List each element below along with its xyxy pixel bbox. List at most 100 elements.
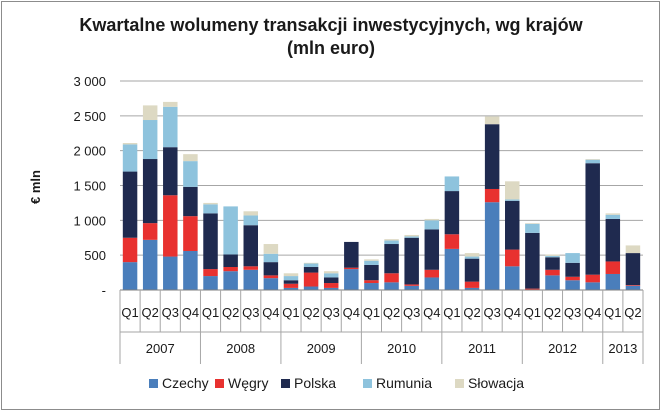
bar-polska-6 — [243, 225, 258, 267]
bar-słowacja-19 — [505, 181, 520, 200]
bar-węgry-17 — [464, 281, 480, 288]
bar-węgry-0 — [122, 237, 138, 263]
bar-czechy-24 — [605, 273, 621, 290]
bar-polska-4 — [203, 213, 218, 270]
year-label: 2011 — [468, 341, 496, 356]
x-tick-label: Q2 — [624, 305, 641, 320]
bar-rumunia-5 — [223, 206, 238, 255]
bar-węgry-6 — [243, 266, 258, 270]
bar-rumunia-4 — [203, 204, 218, 214]
bar-rumunia-1 — [142, 120, 158, 160]
x-tick-label: Q4 — [262, 305, 279, 320]
bar-rumunia-12 — [364, 260, 379, 265]
x-axis: Q1 Q2 Q3 Q4 Q1 Q2 Q3 Q4 Q1 Q2 Q3 Q4 Q1 Q2 Q3 Q4 Q1 Q2 Q3 Q4… — [119, 289, 644, 364]
bar-polska-0 — [122, 171, 138, 238]
bar-węgry-20 — [525, 288, 540, 290]
y-tick-label: 1 500 — [73, 179, 106, 194]
bar-polska-19 — [505, 200, 520, 250]
bar-węgry-24 — [605, 261, 621, 274]
bar-rumunia-2 — [163, 106, 178, 148]
bar-rumunia-23 — [585, 159, 600, 164]
bar-polska-21 — [545, 257, 560, 270]
legend-swatch-węgry — [215, 379, 224, 388]
legend: Czechy Węgry Polska Rumunia Słowacja — [149, 375, 524, 391]
bar-węgry-8 — [283, 283, 299, 288]
x-tick-label: Q2 — [463, 305, 480, 320]
bar-rumunia-22 — [565, 253, 580, 263]
y-tick-label: 2 000 — [73, 144, 106, 159]
bar-polska-9 — [303, 267, 319, 273]
x-tick-label: Q4 — [182, 305, 199, 320]
bar-rumunia-17 — [464, 256, 480, 259]
y-tick-label: 500 — [84, 248, 106, 263]
bar-rumunia-9 — [303, 263, 319, 268]
bar-czechy-2 — [163, 256, 178, 290]
bar-czechy-4 — [203, 276, 218, 290]
bar-czechy-10 — [323, 287, 339, 290]
x-tick-label: Q3 — [483, 305, 500, 320]
bar-polska-15 — [424, 229, 440, 270]
bar-słowacja-12 — [364, 259, 379, 261]
bar-rumunia-21 — [545, 255, 560, 258]
bar-polska-24 — [605, 218, 621, 262]
bar-słowacja-6 — [243, 211, 258, 216]
legend-swatch-słowacja — [455, 379, 464, 388]
year-label: 2007 — [146, 341, 175, 356]
bar-czechy-22 — [565, 280, 580, 290]
bar-słowacja-13 — [384, 239, 399, 241]
bar-węgry-18 — [484, 188, 500, 203]
bar-węgry-16 — [444, 234, 460, 249]
bar-słowacja-14 — [404, 234, 419, 237]
x-tick-label: Q2 — [142, 305, 159, 320]
bar-czechy-3 — [183, 250, 198, 290]
bar-węgry-5 — [223, 267, 238, 272]
bar-czechy-13 — [384, 282, 399, 290]
bar-słowacja-1 — [142, 105, 158, 121]
x-tick-label: Q2 — [222, 305, 239, 320]
x-tick-label: Q2 — [544, 305, 561, 320]
bar-polska-11 — [344, 241, 359, 268]
bar-słowacja-23 — [585, 159, 600, 160]
bar-węgry-14 — [404, 284, 419, 286]
x-tick-label: Q1 — [282, 305, 299, 320]
bar-czechy-8 — [283, 287, 299, 290]
bar-słowacja-18 — [484, 116, 500, 125]
bar-słowacja-9 — [303, 262, 319, 264]
bar-polska-12 — [364, 264, 379, 281]
x-tick-label: Q3 — [403, 305, 420, 320]
bar-rumunia-16 — [444, 176, 460, 192]
bar-rumunia-0 — [122, 144, 138, 172]
bar-polska-18 — [484, 124, 500, 189]
x-tick-label: Q1 — [121, 305, 138, 320]
bar-czechy-7 — [263, 278, 279, 290]
bar-słowacja-17 — [464, 253, 480, 257]
bar-polska-25 — [625, 253, 641, 286]
legend-label: Słowacja — [468, 375, 524, 391]
bar-czechy-18 — [484, 202, 500, 290]
bar-czechy-23 — [585, 282, 600, 290]
bar-czechy-19 — [505, 266, 520, 290]
bar-węgry-13 — [384, 273, 399, 283]
bar-rumunia-6 — [243, 215, 258, 226]
x-tick-label: Q4 — [343, 305, 360, 320]
bar-rumunia-19 — [505, 199, 520, 201]
bar-polska-2 — [163, 147, 178, 196]
bar-polska-3 — [183, 186, 198, 217]
bar-słowacja-24 — [605, 213, 621, 215]
bar-węgry-2 — [163, 195, 178, 257]
y-axis-label: € mln — [28, 170, 43, 204]
x-tick-label: Q3 — [162, 305, 179, 320]
legend-label: Czechy — [162, 375, 209, 391]
bar-polska-10 — [323, 277, 339, 284]
bar-słowacja-15 — [424, 218, 440, 221]
bar-rumunia-13 — [384, 240, 399, 245]
bar-polska-1 — [142, 159, 158, 224]
chart-title-line-1: Kwartalne wolumeny transakcji inwestycyj… — [79, 15, 583, 35]
legend-swatch-czechy — [149, 379, 158, 388]
bar-polska-5 — [223, 254, 238, 268]
x-tick-label: Q4 — [584, 305, 601, 320]
bar-czechy-15 — [424, 277, 440, 290]
bar-polska-23 — [585, 163, 600, 275]
bar-słowacja-7 — [263, 244, 279, 254]
y-tick-label: 3 000 — [73, 74, 106, 89]
